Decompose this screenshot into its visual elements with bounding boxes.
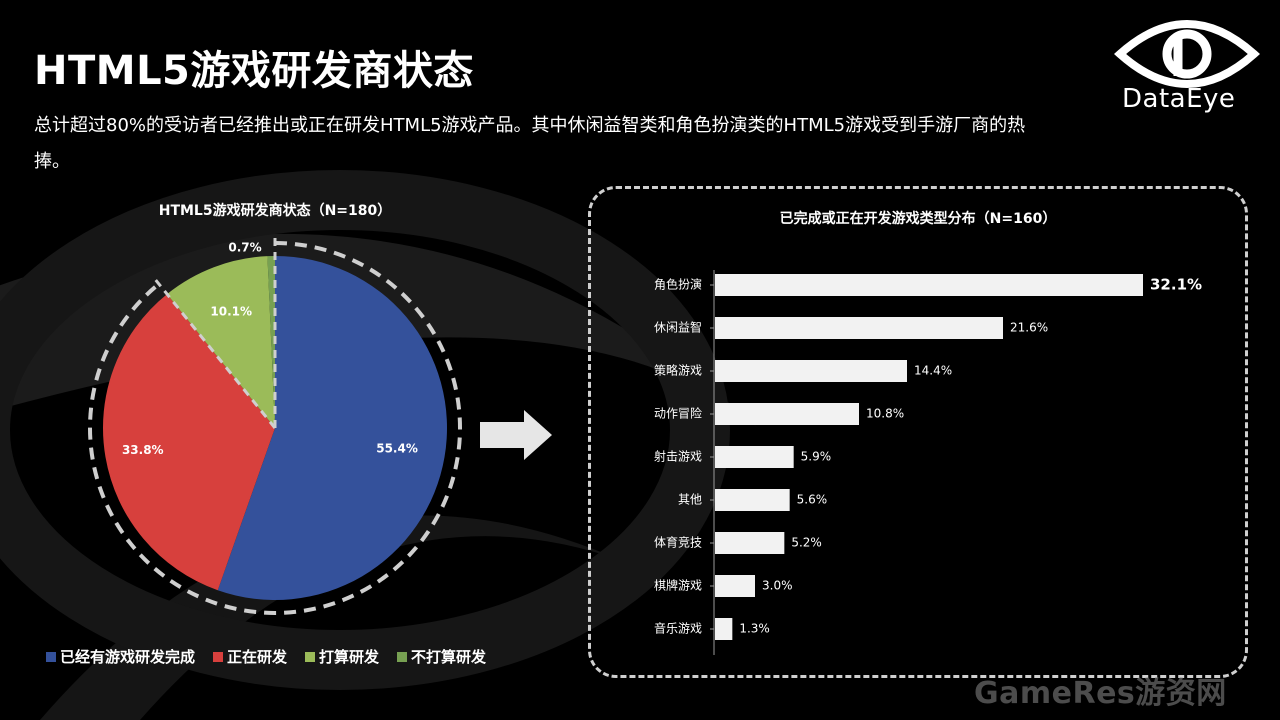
legend-label: 已经有游戏研发完成 (60, 648, 196, 666)
bar-value-label: 1.3% (739, 622, 770, 636)
bar-value-label: 5.6% (797, 493, 828, 507)
bar-0 (715, 274, 1143, 296)
pie-value-label: 10.1% (210, 305, 252, 319)
watermark: GameRes游资网 (974, 676, 1227, 711)
pie-dashed-ring (88, 241, 462, 615)
legend-label: 打算研发 (319, 648, 380, 666)
bar-value-label: 3.0% (762, 579, 793, 593)
legend-item-not-planning: 不打算研发 (397, 646, 486, 667)
bar-value-label: 21.6% (1010, 321, 1048, 335)
pie-slice-3 (267, 256, 275, 428)
legend-swatch-green (305, 651, 316, 662)
bar-value-label: 10.8% (866, 407, 904, 421)
bar-category-label: 策略游戏 (654, 363, 702, 378)
bar-8 (715, 618, 733, 640)
bar-category-label: 体育竞技 (654, 535, 702, 550)
bar-category-label: 棋牌游戏 (654, 579, 702, 593)
bar-1 (715, 317, 1003, 339)
pie-chart: 55.4% 33.8% 10.1% 0.7% (88, 237, 462, 615)
bar-2 (715, 360, 907, 382)
page-title: HTML5游戏研发商状态 (34, 48, 474, 94)
pie-chart-title: HTML5游戏研发商状态（N=180） (158, 203, 392, 219)
bar-value-label: 32.1% (1150, 276, 1202, 294)
bar-category-label: 角色扮演 (654, 277, 702, 292)
bar-7 (715, 575, 755, 597)
bar-value-label: 5.2% (791, 536, 822, 550)
legend-label: 正在研发 (227, 648, 288, 666)
legend-swatch-red (213, 651, 224, 662)
bar-category-label: 其他 (678, 493, 702, 507)
bar-chart-title: 已完成或正在开发游戏类型分布（N=160） (779, 211, 1057, 227)
pie-value-label: 55.4% (376, 441, 418, 455)
logo-text: DataEye (1122, 84, 1236, 114)
bar-5 (715, 489, 790, 511)
bar-category-label: 休闲益智 (654, 320, 702, 335)
legend-item-developing: 正在研发 (213, 646, 287, 667)
bar-3 (715, 403, 859, 425)
bar-value-label: 14.4% (914, 364, 952, 378)
legend-item-completed: 已经有游戏研发完成 (46, 646, 195, 667)
bar-6 (715, 532, 785, 554)
pie-slice-2 (167, 256, 275, 428)
right-arrow-icon (480, 410, 552, 460)
pie-value-label: 33.8% (122, 443, 164, 457)
bar-4 (715, 446, 794, 468)
legend-item-planning: 打算研发 (305, 646, 379, 667)
bar-value-label: 5.9% (801, 450, 832, 464)
page-subtitle: 总计超过80%的受访者已经推出或正在研发HTML5游戏产品。其中休闲益智类和角色… (34, 115, 1026, 172)
legend-label: 不打算研发 (411, 648, 487, 666)
legend-swatch-blue (46, 651, 56, 662)
bar-chart-frame (588, 186, 1248, 678)
bar-category-label: 动作冒险 (654, 406, 702, 421)
pie-value-label: 0.7% (228, 241, 261, 255)
dataeye-logo-icon (1114, 20, 1260, 88)
pie-dashed-separator (153, 278, 277, 429)
pie-legend: 已经有游戏研发完成 正在研发 打算研发 不打算研发 (46, 646, 486, 667)
bar-category-label: 射击游戏 (654, 449, 702, 464)
legend-swatch-darkgreen (397, 651, 408, 662)
bar-category-label: 音乐游戏 (654, 621, 702, 636)
pie-slice-1 (103, 294, 275, 591)
bar-chart: 角色扮演 32.1% 休闲益智 21.6% 策略游戏 14.4% 动作冒险 10.8% 射击游戏… (654, 270, 1202, 655)
